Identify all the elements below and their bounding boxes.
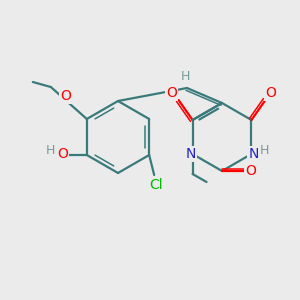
Text: O: O — [166, 86, 177, 100]
Text: O: O — [60, 89, 71, 103]
Text: Cl: Cl — [149, 178, 163, 192]
Text: H: H — [46, 143, 56, 157]
Text: O: O — [265, 86, 276, 100]
Text: H: H — [46, 143, 56, 157]
Text: N: N — [248, 147, 259, 161]
Text: O: O — [57, 147, 68, 161]
Text: N: N — [185, 147, 196, 161]
Text: O: O — [265, 86, 276, 100]
Text: O: O — [166, 86, 177, 100]
Text: O: O — [60, 89, 71, 103]
Text: O: O — [246, 164, 256, 178]
Text: H: H — [180, 70, 190, 83]
Text: O: O — [246, 164, 256, 178]
Text: N: N — [248, 147, 259, 161]
Text: N: N — [185, 147, 196, 161]
Text: H: H — [180, 70, 190, 83]
Text: Cl: Cl — [149, 178, 163, 192]
Text: H: H — [260, 145, 269, 158]
Text: H: H — [260, 145, 269, 158]
Text: O: O — [57, 147, 68, 161]
